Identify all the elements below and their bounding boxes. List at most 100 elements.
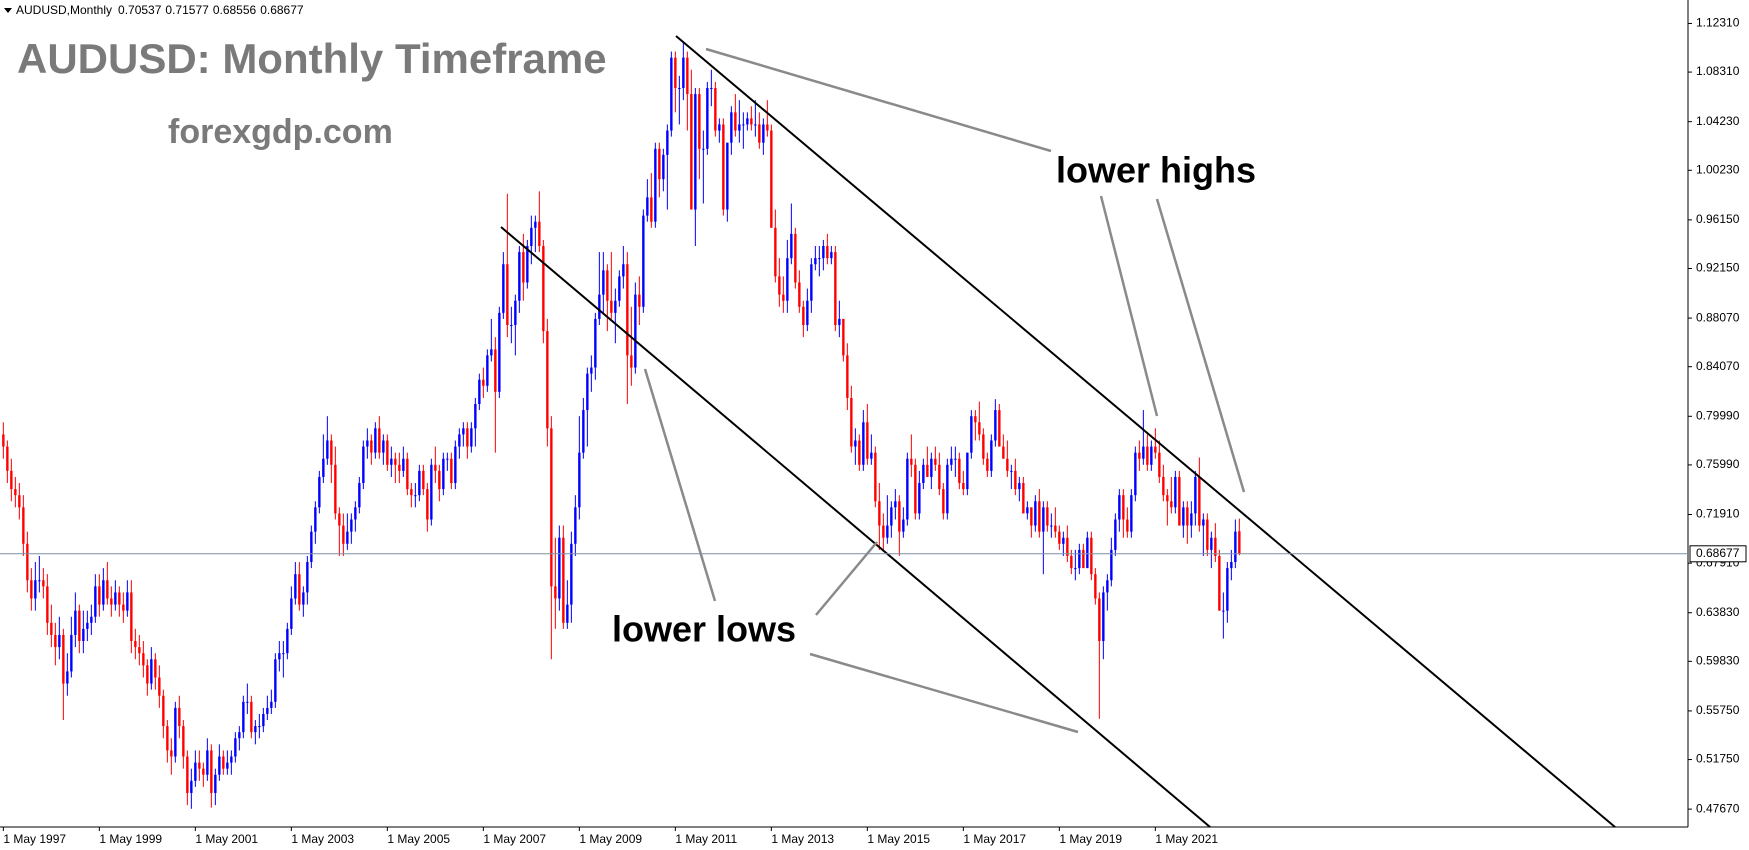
candle-body bbox=[78, 610, 81, 642]
candle-body bbox=[22, 507, 25, 544]
candle-body bbox=[342, 525, 345, 544]
y-tick-label: 0.59830 bbox=[1696, 654, 1740, 668]
candle-body bbox=[1198, 476, 1201, 526]
candle-body bbox=[1002, 446, 1005, 459]
candle-body bbox=[98, 586, 101, 605]
candle-body bbox=[878, 501, 881, 526]
candle-body bbox=[54, 634, 57, 648]
candle-body bbox=[562, 537, 565, 623]
candle-body bbox=[494, 349, 497, 392]
candle-body bbox=[446, 458, 449, 460]
candle-body bbox=[1218, 555, 1221, 611]
candle-body bbox=[546, 331, 549, 429]
candle-body bbox=[798, 282, 801, 307]
y-tick-label: 0.47670 bbox=[1696, 801, 1740, 815]
candle-body bbox=[486, 355, 489, 386]
candle-body bbox=[942, 489, 945, 514]
candle-body bbox=[1034, 501, 1037, 526]
low: 0.68556 bbox=[213, 3, 257, 17]
candle-body bbox=[282, 653, 285, 655]
candle-body bbox=[706, 87, 709, 149]
candle-body bbox=[1210, 537, 1213, 550]
candle-body bbox=[538, 221, 541, 247]
candle-body bbox=[858, 440, 861, 465]
candle-body bbox=[498, 312, 501, 392]
candle-body bbox=[1018, 483, 1021, 490]
candle-body bbox=[1174, 476, 1177, 508]
y-tick-label: 0.96150 bbox=[1696, 212, 1740, 226]
candle-body bbox=[478, 379, 481, 405]
candle-body bbox=[710, 87, 713, 89]
candle-body bbox=[774, 227, 777, 277]
candle-body bbox=[642, 215, 645, 307]
candle-body bbox=[530, 227, 533, 247]
candle-body bbox=[438, 470, 441, 490]
candle-body bbox=[1102, 592, 1105, 642]
candle-body bbox=[1086, 537, 1089, 569]
candle-body bbox=[230, 756, 233, 763]
candle-body bbox=[1010, 470, 1013, 472]
candle-body bbox=[1158, 452, 1161, 477]
candle-body bbox=[862, 422, 865, 465]
y-tick-label: 0.92150 bbox=[1696, 261, 1740, 275]
candle-body bbox=[6, 446, 9, 471]
candle-body bbox=[1082, 549, 1085, 569]
candle-body bbox=[886, 525, 889, 538]
candle-body bbox=[918, 483, 921, 514]
candle-body bbox=[622, 264, 625, 277]
candle-body bbox=[338, 513, 341, 526]
candle-body bbox=[1118, 495, 1121, 520]
candle-body bbox=[634, 294, 637, 368]
candle-body bbox=[62, 634, 65, 684]
candle-body bbox=[474, 404, 477, 429]
candle-body bbox=[778, 276, 781, 295]
candle-body bbox=[714, 87, 717, 131]
candle-body bbox=[1098, 598, 1101, 642]
candle-body bbox=[306, 562, 309, 593]
candle-body bbox=[258, 726, 261, 728]
candle-body bbox=[410, 489, 413, 496]
candle-body bbox=[842, 318, 845, 356]
x-tick-label: 1 May 2005 bbox=[387, 832, 450, 846]
candle-body bbox=[614, 300, 617, 313]
candle-body bbox=[1234, 531, 1237, 563]
candle-body bbox=[790, 233, 793, 259]
candle-body bbox=[74, 610, 77, 635]
subtitle: forexgdp.com bbox=[168, 113, 393, 151]
y-tick-label: 0.71910 bbox=[1696, 507, 1740, 521]
candle-body bbox=[30, 580, 33, 599]
price-label: 0.68677 bbox=[1696, 546, 1740, 560]
candle-body bbox=[58, 634, 61, 648]
candle-body bbox=[866, 422, 869, 459]
candle-body bbox=[102, 580, 105, 605]
candle-body bbox=[114, 592, 117, 605]
candle-body bbox=[1062, 537, 1065, 544]
candle-body bbox=[846, 355, 849, 398]
candle-body bbox=[638, 294, 641, 307]
candle-body bbox=[930, 458, 933, 477]
candle-body bbox=[146, 665, 149, 684]
candle-body bbox=[818, 258, 821, 260]
symbol: AUDUSD,Monthly bbox=[16, 3, 112, 17]
candle-body bbox=[430, 464, 433, 520]
y-tick-label: 1.08310 bbox=[1696, 64, 1740, 78]
candle-body bbox=[142, 653, 145, 666]
y-tick-label: 0.79990 bbox=[1696, 408, 1740, 422]
x-tick-label: 1 May 1999 bbox=[99, 832, 162, 846]
candle-body bbox=[566, 604, 569, 623]
candle-body bbox=[698, 94, 701, 149]
candle-body bbox=[602, 270, 605, 295]
candle-body bbox=[938, 464, 941, 490]
candle-body bbox=[354, 507, 357, 520]
candle-body bbox=[442, 458, 445, 490]
candle-body bbox=[190, 780, 193, 793]
candle-body bbox=[406, 458, 409, 490]
candle-body bbox=[658, 148, 661, 180]
candle-body bbox=[502, 264, 505, 313]
candle-body bbox=[166, 726, 169, 751]
candle-body bbox=[1194, 476, 1197, 514]
candle-body bbox=[1078, 549, 1081, 569]
candle-body bbox=[1134, 452, 1137, 496]
candle-body bbox=[970, 416, 973, 453]
